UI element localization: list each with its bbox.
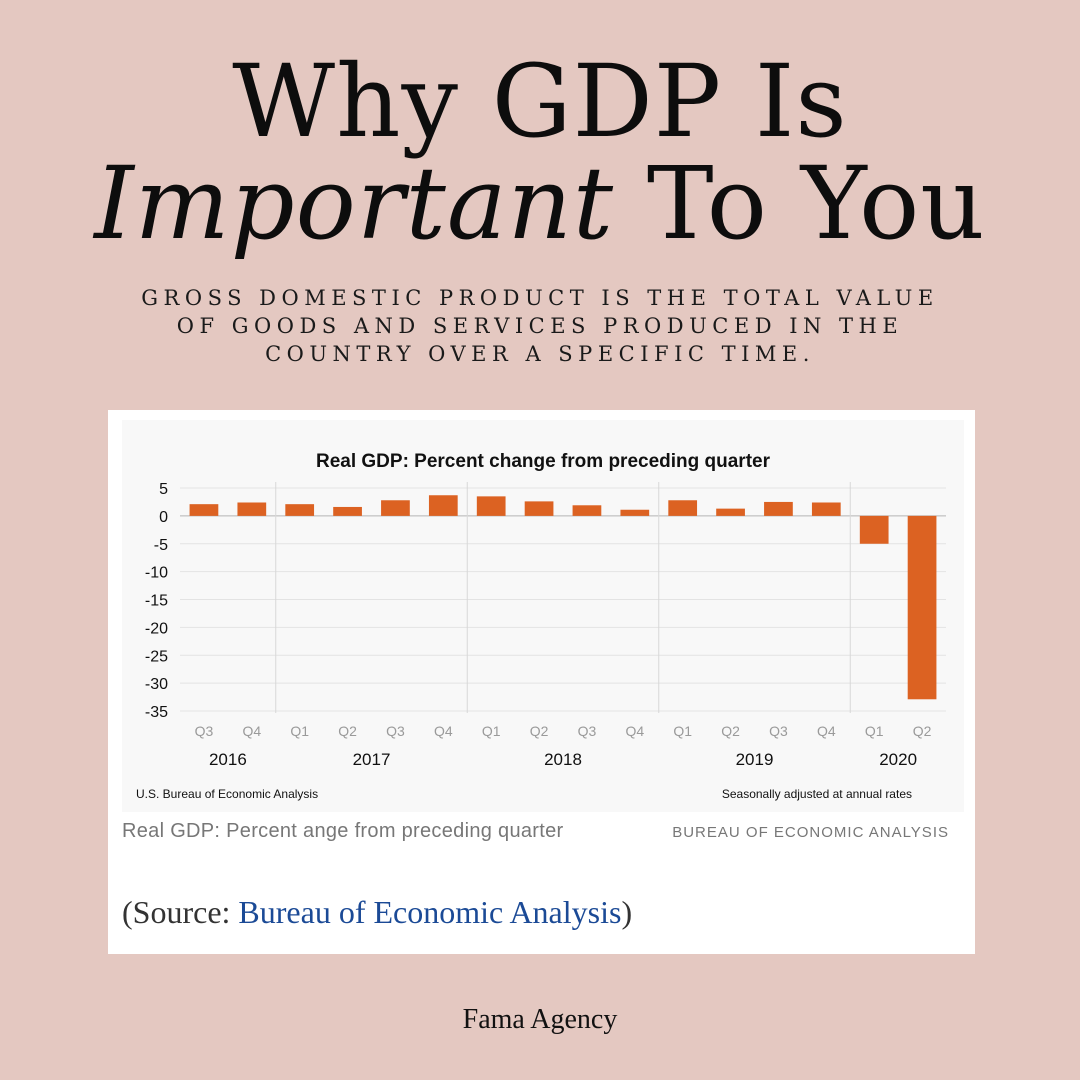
y-tick-label: -15 xyxy=(145,593,168,610)
chart-note-right: Seasonally adjusted at annual rates xyxy=(722,787,912,801)
gdp-bar xyxy=(333,506,362,516)
gdp-bar xyxy=(237,502,267,516)
gdp-bar xyxy=(381,500,410,516)
x-tick-label: Q3 xyxy=(386,723,405,739)
chart-card: Real GDP: Percent change from preceding … xyxy=(108,410,975,954)
x-tick-label: Q1 xyxy=(290,723,309,739)
y-tick-label: 0 xyxy=(159,509,168,526)
year-label: 2018 xyxy=(544,750,582,769)
headline-italic-word: Important xyxy=(94,145,615,262)
y-tick-label: -5 xyxy=(154,537,168,554)
x-tick-label: Q3 xyxy=(769,723,788,739)
headline: Why GDP Is Important To You xyxy=(0,52,1080,254)
x-tick-label: Q1 xyxy=(865,723,884,739)
x-tick-label: Q3 xyxy=(195,723,214,739)
gdp-bar xyxy=(716,508,745,516)
chart-title: Real GDP: Percent change from preceding … xyxy=(316,451,771,472)
headline-line-1: Why GDP Is xyxy=(232,43,848,160)
y-tick-label: -35 xyxy=(145,704,168,721)
gdp-bar xyxy=(189,504,219,516)
x-tick-label: Q2 xyxy=(338,723,357,739)
subtitle: GROSS DOMESTIC PRODUCT IS THE TOTAL VALU… xyxy=(141,286,939,366)
y-tick-label: -10 xyxy=(145,565,168,582)
headline-line-2-rest: To You xyxy=(614,145,986,262)
gdp-bar xyxy=(668,500,698,516)
x-tick-label: Q4 xyxy=(817,723,836,739)
x-tick-label: Q4 xyxy=(242,723,261,739)
x-tick-label: Q2 xyxy=(721,723,740,739)
gdp-bar xyxy=(428,495,458,516)
year-label: 2020 xyxy=(879,750,917,769)
source-line: (Source: Bureau of Economic Analysis) xyxy=(122,894,632,931)
source-prefix: (Source: xyxy=(122,894,239,930)
year-label: 2017 xyxy=(353,750,391,769)
gdp-bar xyxy=(524,501,554,516)
x-tick-label: Q4 xyxy=(625,723,644,739)
headline-line-2: Important To You xyxy=(0,154,1080,254)
x-tick-label: Q2 xyxy=(530,723,549,739)
y-tick-label: -25 xyxy=(145,648,168,665)
x-tick-label: Q1 xyxy=(482,723,501,739)
gdp-bar xyxy=(859,515,889,544)
chart-caption: Real GDP: Percent ange from preceding qu… xyxy=(122,820,564,842)
chart-caption-source: BUREAU OF ECONOMIC ANALYSIS xyxy=(672,824,949,841)
gdp-bar xyxy=(476,496,506,516)
y-tick-label: 5 xyxy=(159,481,168,498)
chart-note-left: U.S. Bureau of Economic Analysis xyxy=(136,787,318,801)
x-tick-label: Q3 xyxy=(578,723,597,739)
source-link[interactable]: Bureau of Economic Analysis xyxy=(238,894,622,930)
source-suffix: ) xyxy=(621,894,633,930)
chart-panel: Real GDP: Percent change from preceding … xyxy=(122,420,964,812)
x-tick-label: Q1 xyxy=(673,723,692,739)
year-label: 2019 xyxy=(736,750,774,769)
gdp-bar-chart: Real GDP: Percent change from preceding … xyxy=(136,451,946,801)
year-label: 2016 xyxy=(209,750,247,769)
gdp-bar xyxy=(620,509,650,516)
y-tick-label: -20 xyxy=(145,620,168,637)
x-tick-label: Q2 xyxy=(913,723,932,739)
footer-brand: Fama Agency xyxy=(462,1004,618,1035)
y-tick-label: -30 xyxy=(145,676,168,693)
gdp-bar xyxy=(285,504,315,516)
gdp-bar xyxy=(764,501,793,516)
gdp-bar xyxy=(572,505,602,516)
x-tick-label: Q4 xyxy=(434,723,453,739)
gdp-bar xyxy=(811,502,841,516)
gdp-bar xyxy=(907,515,937,700)
